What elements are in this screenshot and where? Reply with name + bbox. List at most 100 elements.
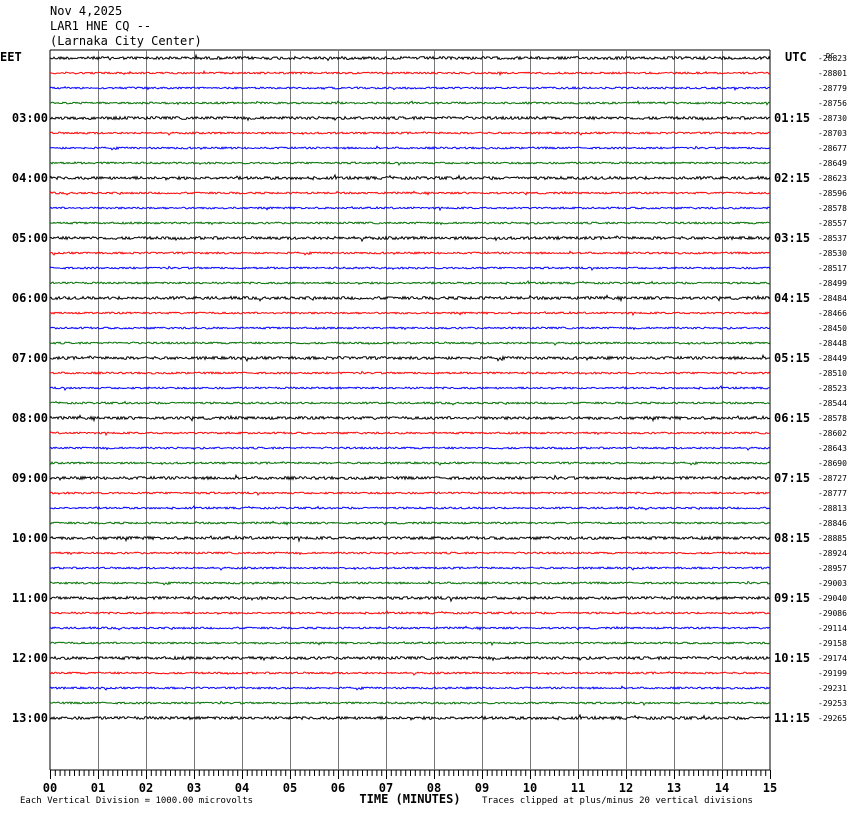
right-hour-label: 10:15 <box>774 651 810 665</box>
dc-offset-label: -28690 <box>818 459 847 468</box>
seismic-trace <box>49 535 771 543</box>
dc-offset-label: -28530 <box>818 249 847 258</box>
seismic-trace <box>49 671 771 676</box>
dc-offset-label: -28544 <box>818 399 847 408</box>
dc-offset-label: -28777 <box>818 489 847 498</box>
dc-offset-label: -28578 <box>818 204 847 213</box>
right-hour-label: 11:15 <box>774 711 810 725</box>
right-hour-label: 03:15 <box>774 231 810 245</box>
left-hour-label: 06:00 <box>12 291 48 305</box>
x-tick-label: 15 <box>763 781 777 795</box>
dc-offset-label: -28596 <box>818 189 847 198</box>
seismic-trace <box>49 100 771 106</box>
dc-offset-label: -28537 <box>818 234 847 243</box>
x-tick-label: 01 <box>91 781 105 795</box>
left-hour-label: 13:00 <box>12 711 48 725</box>
vertical-division-note: Each Vertical Division = 1000.00 microvo… <box>20 796 253 806</box>
seismic-trace <box>49 86 771 92</box>
seismic-trace <box>49 221 771 226</box>
seismic-trace <box>49 294 771 303</box>
seismic-trace <box>49 341 771 346</box>
seismic-trace <box>49 625 771 631</box>
x-tick-label: 05 <box>283 781 297 795</box>
seismic-trace <box>49 205 771 212</box>
x-tick-label: 11 <box>571 781 585 795</box>
dc-offset-label: -28703 <box>818 129 847 138</box>
dc-offset-label: -29199 <box>818 669 847 678</box>
seismic-trace <box>49 353 771 363</box>
dc-offset-label: -29174 <box>818 654 847 663</box>
seismic-trace <box>49 69 771 77</box>
date-label: Nov 4,2025 <box>50 4 123 18</box>
seismic-trace <box>49 161 771 166</box>
left-hour-label: 05:00 <box>12 231 48 245</box>
seismic-trace <box>49 431 771 437</box>
dc-offset-label: -28517 <box>818 264 847 273</box>
seismic-trace <box>49 566 771 571</box>
right-hour-label: 08:15 <box>774 531 810 545</box>
dc-offset-label: -28813 <box>818 504 847 513</box>
seismic-trace <box>49 326 771 331</box>
x-tick-label: 12 <box>619 781 633 795</box>
dc-offset-label: -28924 <box>818 549 847 558</box>
seismic-trace <box>49 700 771 706</box>
right-hour-label: 05:15 <box>774 351 810 365</box>
seismic-trace <box>49 473 771 481</box>
seismic-trace <box>49 520 771 526</box>
left-timezone-label: EET <box>0 50 22 64</box>
seismic-trace <box>49 310 771 317</box>
dc-offset-label: -28510 <box>818 369 847 378</box>
right-timezone-label: UTC <box>785 50 807 64</box>
x-tick-label: 03 <box>187 781 201 795</box>
dc-offset-label: -28885 <box>818 534 847 543</box>
x-tick-label: 13 <box>667 781 681 795</box>
dc-offset-label: -28523 <box>818 384 847 393</box>
dc-offset-label: -28643 <box>818 444 847 453</box>
seismic-trace <box>49 505 771 511</box>
dc-offset-label: -29003 <box>818 579 847 588</box>
seismic-trace <box>49 685 771 691</box>
dc-offset-label: -28449 <box>818 354 847 363</box>
left-hour-label: 09:00 <box>12 471 48 485</box>
seismic-trace <box>49 173 771 181</box>
dc-offset-label: -28756 <box>818 99 847 108</box>
seismic-trace <box>49 190 771 196</box>
dc-label: DC <box>826 52 834 60</box>
seismic-trace <box>49 580 771 586</box>
right-hour-label: 09:15 <box>774 591 810 605</box>
seismic-trace <box>49 713 771 721</box>
seismic-trace <box>49 491 771 496</box>
right-hour-label: 01:15 <box>774 111 810 125</box>
clipping-note: Traces clipped at plus/minus 20 vertical… <box>482 796 753 806</box>
station-label: LAR1 HNE CQ -- <box>50 19 152 33</box>
dc-offset-label: -28448 <box>818 339 847 348</box>
seismic-trace <box>49 446 771 451</box>
seismic-trace <box>49 385 770 391</box>
seismic-trace <box>49 131 771 136</box>
dc-offset-label: -28466 <box>818 309 847 318</box>
seismic-trace <box>49 53 771 62</box>
left-hour-label: 11:00 <box>12 591 48 605</box>
dc-offset-label: -28557 <box>818 219 847 228</box>
dc-offset-label: -28779 <box>818 84 847 93</box>
dc-offset-label: -29265 <box>818 714 847 723</box>
dc-offset-label: -29114 <box>818 624 847 633</box>
seismic-trace <box>49 400 771 406</box>
x-axis-title: TIME (MINUTES) <box>359 792 460 806</box>
seismic-trace <box>49 370 771 376</box>
seismic-trace <box>49 551 771 556</box>
right-hour-label: 04:15 <box>774 291 810 305</box>
seismic-trace <box>49 460 771 466</box>
seismic-trace <box>49 280 771 286</box>
seismic-trace <box>49 250 770 256</box>
left-hour-label: 04:00 <box>12 171 48 185</box>
left-hour-label: 12:00 <box>12 651 48 665</box>
right-hour-label: 07:15 <box>774 471 810 485</box>
dc-offset-label: -29086 <box>818 609 847 618</box>
dc-offset-label: -28957 <box>818 564 847 573</box>
dc-offset-label: -28623 <box>818 174 847 183</box>
seismic-trace <box>49 145 771 151</box>
x-tick-label: 07 <box>379 781 393 795</box>
dc-offset-label: -28727 <box>818 474 847 483</box>
x-tick-label: 00 <box>43 781 57 795</box>
